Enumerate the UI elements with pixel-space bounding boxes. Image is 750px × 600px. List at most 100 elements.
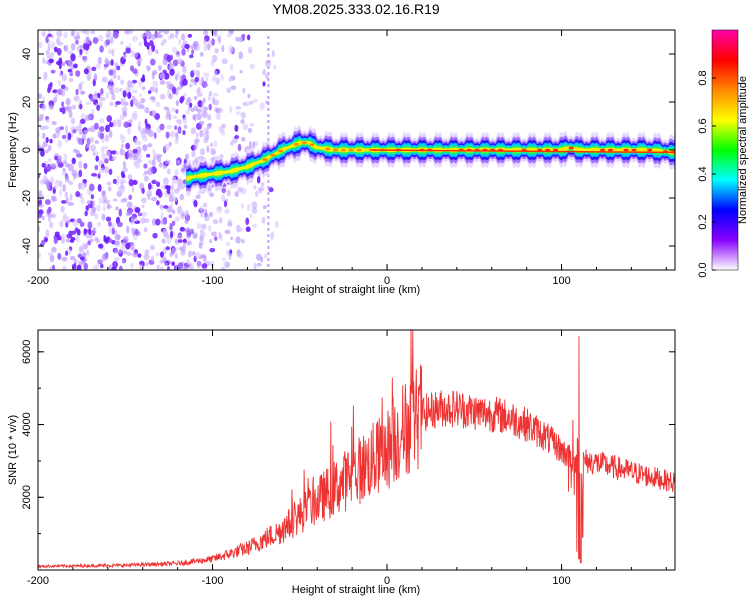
noise-speck (192, 113, 199, 122)
noise-speck (68, 110, 73, 119)
noise-speck (248, 100, 254, 105)
snr-frame (37, 329, 676, 571)
x-tick-label: 100 (552, 275, 570, 287)
ridge-hotspot (600, 148, 606, 152)
noise-speck (63, 31, 68, 39)
noise-speck (96, 261, 100, 267)
noise-speck (213, 92, 219, 97)
noise-speck (54, 155, 58, 161)
noise-speck (71, 157, 76, 165)
noise-speck (152, 80, 159, 88)
noise-speck (230, 236, 234, 241)
noise-speck (97, 184, 102, 192)
noise-speck (159, 265, 165, 270)
noise-speck (81, 181, 85, 186)
noise-speck (114, 249, 120, 254)
noise-speck (147, 182, 152, 190)
noise-speck (59, 107, 63, 113)
y-tick-label: 2000 (21, 485, 33, 509)
noise-speck (137, 253, 142, 258)
noise-speck (123, 250, 127, 255)
noise-speck (167, 168, 171, 175)
noise-speck (241, 33, 246, 39)
noise-speck (59, 221, 64, 227)
noise-speck (201, 223, 207, 230)
noise-speck (240, 111, 246, 119)
noise-speck (60, 233, 67, 239)
noise-speck (47, 206, 52, 214)
noise-speck (41, 30, 46, 37)
noise-speck (274, 220, 279, 229)
noise-speck (143, 226, 148, 233)
noise-speck (196, 222, 202, 230)
noise-speck (104, 237, 109, 244)
y-tick-label: -40 (21, 238, 33, 254)
noise-speck (143, 175, 149, 182)
noise-speck (144, 249, 150, 255)
colorbar-label: Normalized spectral amplitude (737, 76, 749, 224)
noise-speck (73, 63, 78, 69)
noise-speck (91, 206, 97, 213)
noise-speck (115, 101, 121, 105)
noise-speck (75, 234, 80, 243)
noise-speck (83, 182, 87, 188)
noise-speck (141, 32, 145, 38)
noise-speck (224, 208, 230, 215)
noise-speck (209, 192, 215, 198)
artifact-line (267, 48, 270, 51)
noise-speck (158, 64, 162, 71)
noise-speck (210, 147, 216, 156)
noise-speck (107, 203, 110, 210)
noise-speck (214, 140, 218, 148)
noise-speck (44, 149, 49, 154)
noise-speck (158, 162, 163, 168)
artifact-line (267, 120, 270, 123)
noise-speck (185, 210, 189, 217)
noise-speck (166, 187, 171, 195)
snr-y-ticks: 2000 4000 6000 (21, 340, 675, 571)
noise-speck (172, 115, 178, 119)
colorbar-tick-label: 0.0 (697, 262, 709, 277)
artifact-line (267, 36, 270, 39)
noise-speck (133, 160, 139, 167)
noise-speck (189, 228, 194, 234)
noise-speck (180, 95, 185, 102)
noise-speck (165, 131, 170, 139)
noise-speck (119, 147, 124, 156)
noise-speck (132, 35, 138, 42)
noise-speck (217, 107, 223, 114)
artifact-line (267, 186, 270, 189)
noise-speck (70, 117, 76, 125)
noise-speck (252, 98, 258, 103)
noise-speck (102, 96, 106, 102)
noise-speck (68, 248, 72, 256)
noise-speck (199, 129, 204, 138)
noise-speck (159, 251, 164, 258)
artifact-line (267, 264, 270, 267)
noise-speck (241, 239, 245, 244)
snr-x-label: Height of straight line (km) (292, 584, 420, 596)
noise-speck (64, 106, 70, 111)
noise-speck (191, 49, 195, 55)
noise-speck (193, 199, 198, 208)
ridge-hotspot (348, 148, 354, 152)
noise-speck (87, 199, 91, 205)
noise-speck (210, 59, 215, 67)
noise-speck (78, 82, 83, 91)
noise-speck (90, 30, 95, 35)
noise-speck (237, 186, 243, 193)
noise-speck (136, 101, 142, 109)
noise-speck (184, 227, 191, 234)
ridge-hotspot (631, 148, 637, 152)
noise-speck (160, 211, 164, 220)
noise-speck (67, 68, 72, 73)
noise-speck (182, 168, 187, 176)
noise-speck (75, 259, 80, 264)
noise-speck (38, 190, 42, 196)
noise-speck (41, 162, 46, 168)
noise-speck (203, 214, 210, 222)
artifact-line (267, 60, 270, 63)
noise-speck (79, 103, 83, 110)
noise-speck (99, 118, 105, 124)
ridge-hotspot (262, 158, 268, 161)
